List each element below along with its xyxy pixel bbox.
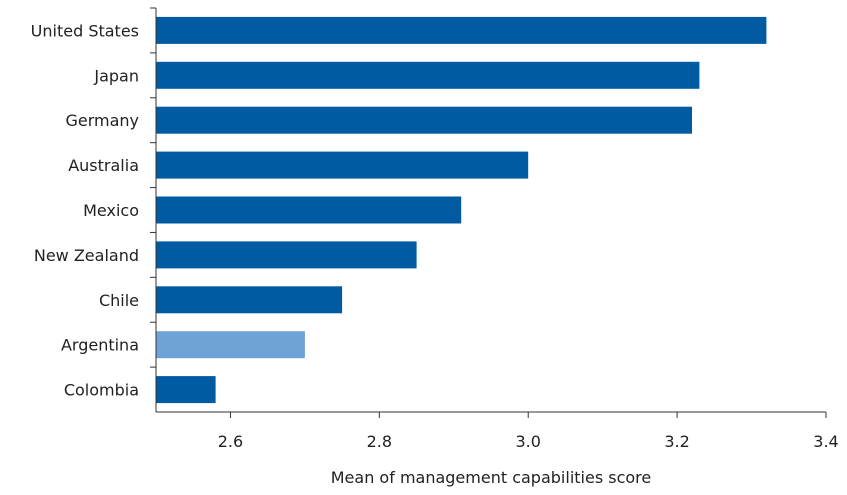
x-tick-label: 3.4 (813, 432, 838, 451)
category-label-new-zealand: New Zealand (34, 246, 139, 265)
bar-japan (156, 61, 700, 89)
category-label-colombia: Colombia (64, 381, 139, 400)
category-label-chile: Chile (99, 291, 139, 310)
category-label-japan: Japan (93, 66, 139, 85)
x-tick-label: 2.6 (218, 432, 243, 451)
bars-group (156, 16, 767, 404)
x-axis-title: Mean of management capabilities score (331, 468, 651, 487)
category-labels: United States Japan Germany Australia Mexico… (31, 7, 156, 400)
x-tick-label: 3.2 (664, 432, 689, 451)
bar-australia (156, 151, 529, 179)
category-label-united-states: United States (31, 21, 139, 40)
x-ticks: 2.6 2.8 3.0 3.2 3.4 (218, 412, 839, 451)
x-tick-label: 3.0 (515, 432, 540, 451)
category-label-argentina: Argentina (61, 336, 139, 355)
bar-united-states (156, 16, 767, 44)
category-label-germany: Germany (65, 111, 139, 130)
bar-mexico (156, 196, 462, 224)
category-label-australia: Australia (68, 156, 139, 175)
bar-new-zealand (156, 241, 417, 269)
bar-chile (156, 286, 343, 314)
bar-colombia (156, 376, 216, 404)
x-tick-label: 2.8 (367, 432, 392, 451)
category-label-mexico: Mexico (83, 201, 139, 220)
bar-germany (156, 106, 692, 134)
bar-argentina (156, 331, 305, 359)
